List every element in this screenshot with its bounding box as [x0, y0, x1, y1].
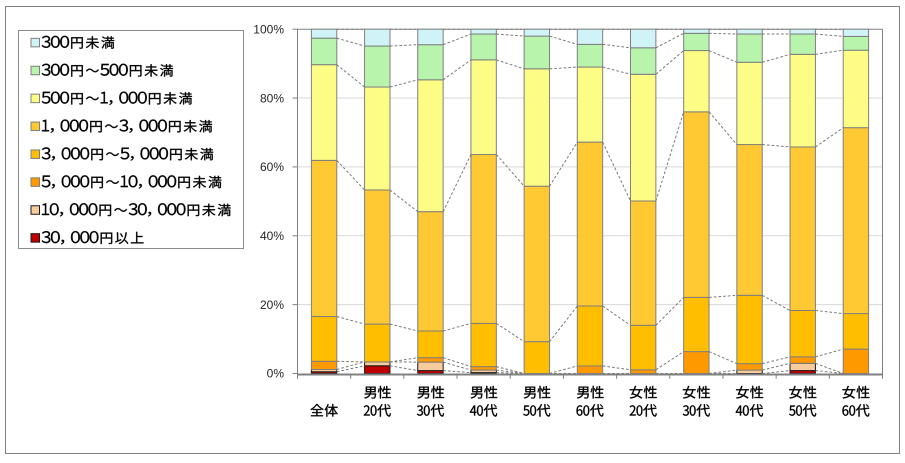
svg-text:20%: 20%: [260, 298, 284, 312]
svg-text:0%: 0%: [267, 367, 285, 381]
svg-text:100%: 100%: [253, 22, 284, 36]
svg-text:60%: 60%: [260, 160, 284, 174]
svg-text:80%: 80%: [260, 91, 284, 105]
svg-text:40%: 40%: [260, 229, 284, 243]
